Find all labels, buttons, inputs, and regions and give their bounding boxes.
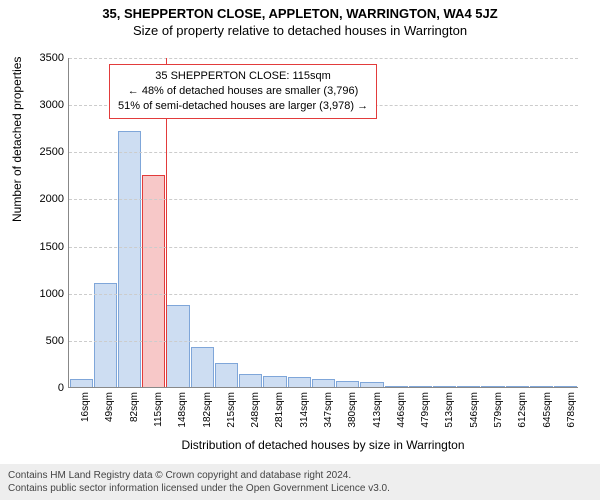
gridline bbox=[69, 247, 578, 248]
bar bbox=[94, 283, 117, 387]
gridline bbox=[69, 341, 578, 342]
y-tick: 2000 bbox=[40, 193, 64, 205]
y-tick: 3500 bbox=[40, 52, 64, 64]
footer-line-2: Contains public sector information licen… bbox=[8, 482, 592, 495]
callout-line-2: ← 48% of detached houses are smaller (3,… bbox=[118, 84, 368, 99]
gridline bbox=[69, 199, 578, 200]
y-tick: 1000 bbox=[40, 288, 64, 300]
y-tick: 1500 bbox=[40, 241, 64, 253]
page-subtitle: Size of property relative to detached ho… bbox=[0, 21, 600, 38]
x-tick: 16sqm bbox=[80, 392, 91, 432]
x-tick: 446sqm bbox=[396, 392, 407, 432]
x-tick: 182sqm bbox=[202, 392, 213, 432]
x-tick: 380sqm bbox=[347, 392, 358, 432]
callout-line-1: 35 SHEPPERTON CLOSE: 115sqm bbox=[118, 69, 368, 84]
callout-line-3: 51% of semi-detached houses are larger (… bbox=[118, 99, 368, 114]
bar-highlight bbox=[142, 175, 165, 387]
x-tick: 678sqm bbox=[566, 392, 577, 432]
x-tick: 479sqm bbox=[420, 392, 431, 432]
y-tick: 0 bbox=[58, 382, 64, 394]
bar bbox=[166, 305, 189, 387]
x-tick: 281sqm bbox=[274, 392, 285, 432]
callout-box: 35 SHEPPERTON CLOSE: 115sqm ← 48% of det… bbox=[109, 64, 377, 119]
bar bbox=[191, 347, 214, 387]
bar bbox=[118, 131, 141, 387]
bar bbox=[336, 381, 359, 387]
bar bbox=[239, 374, 262, 387]
gridline bbox=[69, 152, 578, 153]
bar bbox=[215, 363, 238, 387]
bar bbox=[360, 382, 383, 387]
x-tick: 546sqm bbox=[469, 392, 480, 432]
x-tick: 148sqm bbox=[177, 392, 188, 432]
x-axis-label: Distribution of detached houses by size … bbox=[68, 438, 578, 452]
footer-line-1: Contains HM Land Registry data © Crown c… bbox=[8, 469, 592, 482]
x-tick: 413sqm bbox=[372, 392, 383, 432]
bar bbox=[263, 376, 286, 387]
bar bbox=[409, 386, 432, 387]
bar bbox=[433, 386, 456, 387]
footer: Contains HM Land Registry data © Crown c… bbox=[0, 464, 600, 500]
gridline bbox=[69, 58, 578, 59]
x-tick: 82sqm bbox=[129, 392, 140, 432]
bar bbox=[288, 377, 311, 387]
bar bbox=[506, 386, 529, 387]
x-tick: 215sqm bbox=[226, 392, 237, 432]
bar bbox=[457, 386, 480, 387]
x-tick: 612sqm bbox=[517, 392, 528, 432]
x-tick: 347sqm bbox=[323, 392, 334, 432]
page-title-address: 35, SHEPPERTON CLOSE, APPLETON, WARRINGT… bbox=[0, 0, 600, 21]
x-tick: 248sqm bbox=[250, 392, 261, 432]
bar bbox=[385, 386, 408, 387]
bar bbox=[554, 386, 577, 387]
bar bbox=[312, 379, 335, 387]
gridline bbox=[69, 294, 578, 295]
x-tick: 314sqm bbox=[299, 392, 310, 432]
x-tick: 513sqm bbox=[444, 392, 455, 432]
x-tick: 579sqm bbox=[493, 392, 504, 432]
y-tick: 2500 bbox=[40, 146, 64, 158]
bar bbox=[481, 386, 504, 387]
y-tick: 500 bbox=[46, 335, 64, 347]
x-tick: 645sqm bbox=[542, 392, 553, 432]
bar bbox=[530, 386, 553, 387]
chart-plot-area: 35 SHEPPERTON CLOSE: 115sqm ← 48% of det… bbox=[68, 58, 578, 388]
x-tick: 49sqm bbox=[104, 392, 115, 432]
y-tick: 3000 bbox=[40, 99, 64, 111]
y-axis-label: Number of detached properties bbox=[10, 57, 24, 222]
bar bbox=[70, 379, 93, 387]
x-tick: 115sqm bbox=[153, 392, 164, 432]
